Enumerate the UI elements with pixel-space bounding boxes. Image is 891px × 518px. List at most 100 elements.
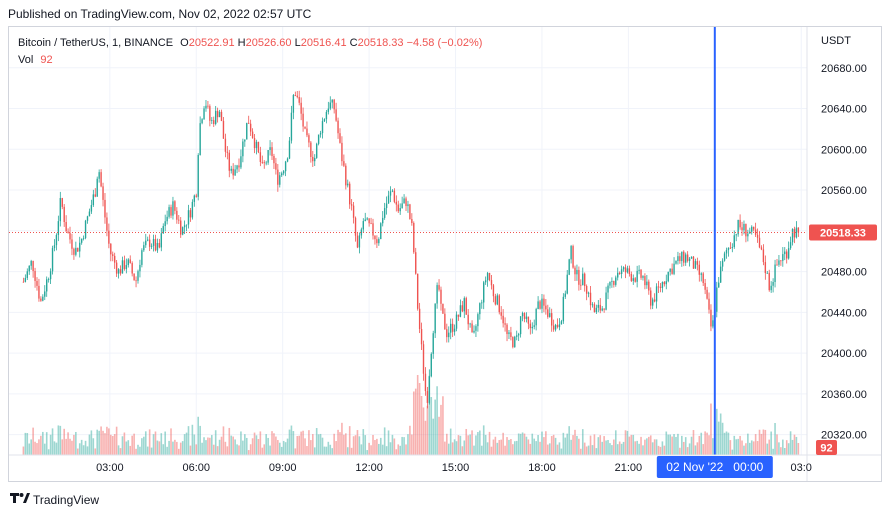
candle-body: [789, 242, 792, 249]
volume-bar: [333, 433, 335, 455]
candle-body: [698, 264, 701, 275]
volume-bar: [651, 442, 654, 455]
volume-bar: [154, 431, 157, 455]
candle-body: [685, 254, 687, 263]
candle-body: [751, 226, 753, 232]
candle-body: [366, 218, 368, 220]
low-value: 20516.41: [300, 37, 347, 49]
volume-bar: [67, 432, 69, 455]
volume-bar: [228, 427, 231, 455]
candle-body: [71, 239, 73, 249]
volume-bar: [30, 439, 32, 455]
candle-body: [727, 247, 730, 251]
volume-bar: [166, 446, 168, 455]
volume-bar: [558, 442, 561, 455]
candle-body: [244, 139, 246, 142]
price-axis[interactable]: 20320.00 20360.00 20400.00 20440.00 20480.00…: [821, 63, 867, 442]
candle-body: [710, 309, 712, 327]
volume-bar: [277, 440, 279, 455]
volume-bar: [583, 442, 586, 455]
candle-body: [183, 225, 186, 228]
candle-body: [255, 141, 258, 149]
candle-body: [65, 222, 67, 232]
volume-bar: [90, 430, 93, 455]
candle-body: [193, 195, 196, 202]
candle-body: [205, 105, 207, 109]
volume-bar: [572, 435, 574, 455]
tradingview-logo[interactable]: TradingView: [10, 492, 99, 507]
candle-body: [22, 281, 25, 283]
candle-body: [220, 111, 223, 121]
candle-body: [378, 239, 380, 244]
symbol-title[interactable]: Bitcoin / TetherUS, 1, BINANCE: [18, 37, 174, 49]
candle-body: [416, 273, 419, 309]
volume-bar: [240, 431, 242, 455]
candle-body: [576, 269, 578, 275]
time-tick-label: 15:00: [442, 462, 470, 474]
candle-body: [28, 265, 30, 272]
price-tick-label: 20400.00: [821, 348, 867, 360]
chart-frame[interactable]: [8, 26, 882, 482]
volume-bar: [282, 440, 285, 455]
volume-bar: [115, 426, 118, 455]
volume-bar: [585, 446, 588, 455]
time-tick-label: 18:00: [528, 462, 556, 474]
candle-body: [166, 216, 168, 222]
volume-bar: [743, 445, 745, 455]
volume-bar: [613, 439, 615, 455]
candle-body: [110, 243, 112, 255]
candle-body: [776, 264, 778, 266]
volume-bar: [71, 440, 73, 455]
close-value: 20518.33: [357, 37, 404, 49]
candle-body: [723, 253, 726, 261]
volume-bar: [463, 440, 466, 455]
time-axis[interactable]: 03:00 06:00 09:00 12:00 15:00 18:00 21:00 03:0: [96, 462, 812, 474]
volume-bar: [278, 442, 281, 455]
volume-bar: [331, 448, 334, 455]
volume-bar: [300, 431, 302, 455]
candle-body: [618, 272, 621, 274]
volume-bar: [560, 448, 563, 455]
price-tick-label: 20480.00: [821, 267, 867, 279]
volume-bar: [36, 443, 38, 455]
volume-bar: [673, 434, 675, 455]
volume-bar: [725, 431, 728, 455]
candle-body: [327, 108, 330, 112]
candle-body: [343, 161, 345, 166]
volume-bar: [690, 436, 693, 455]
candle-body: [613, 281, 615, 285]
volume-bar: [453, 439, 456, 455]
candle-body: [248, 122, 250, 124]
candle-body: [413, 223, 415, 253]
candle-body: [762, 249, 765, 263]
candle-body: [415, 252, 417, 274]
volume-bar: [271, 431, 273, 455]
candle-body: [55, 234, 58, 246]
candle-body: [24, 277, 27, 282]
volume-bar: [630, 434, 633, 455]
volume-bar: [265, 434, 267, 455]
candle-body: [288, 140, 291, 159]
candle-body: [442, 303, 444, 314]
candle-body: [550, 313, 553, 326]
volume-bar: [40, 435, 42, 455]
close-label: C: [349, 37, 358, 49]
volume-bar: [378, 443, 380, 455]
volume-bar: [733, 435, 736, 455]
candle-body: [282, 171, 285, 174]
candle-body: [397, 204, 399, 212]
candle-body: [216, 110, 219, 118]
candle-body: [718, 282, 720, 288]
volume-row: Vol 92: [18, 52, 482, 69]
volume-bar: [480, 445, 483, 455]
candle-body: [257, 141, 260, 153]
price-tick-label: 20640.00: [821, 104, 867, 116]
volume-bar: [108, 428, 110, 455]
candle-body: [349, 183, 351, 205]
volume-bar: [393, 438, 396, 455]
chart-canvas[interactable]: 20320.00 20360.00 20400.00 20440.00 20480.00…: [9, 27, 881, 481]
candle-body: [584, 273, 586, 287]
volume-bar: [255, 435, 258, 455]
candle-body: [284, 161, 287, 172]
candle-body: [213, 120, 215, 124]
